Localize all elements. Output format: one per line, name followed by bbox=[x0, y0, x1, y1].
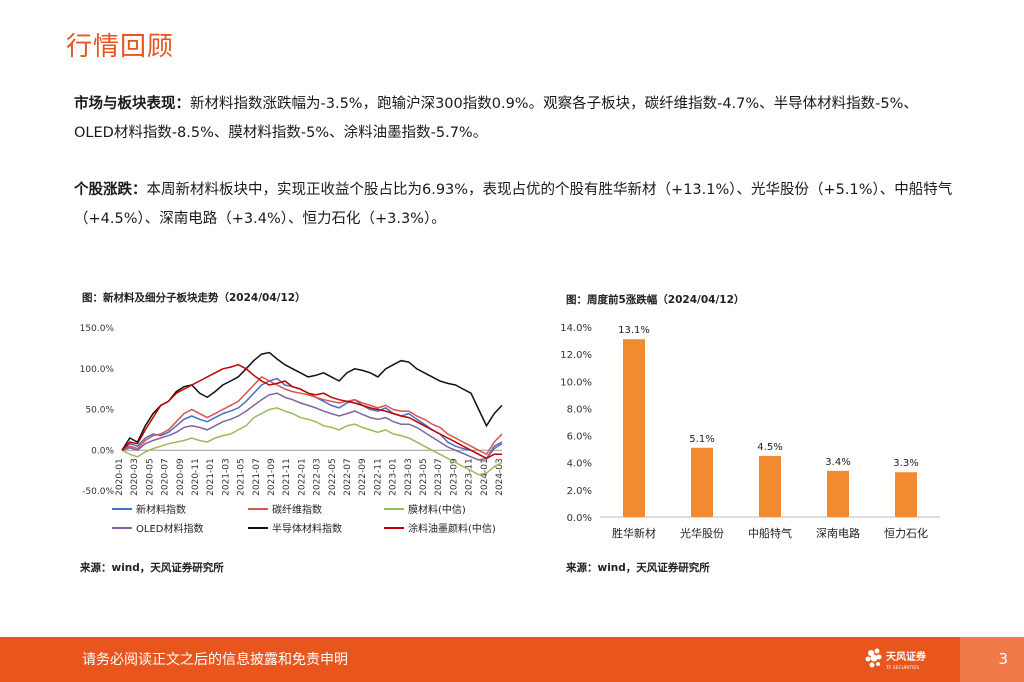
legend-label: 膜材料(中信) bbox=[408, 503, 466, 516]
x-tick-label: 2024-03 bbox=[495, 458, 505, 496]
bar-2 bbox=[759, 455, 781, 517]
x-tick-label: 2022-03 bbox=[313, 458, 323, 496]
category-label: 深南电路 bbox=[816, 527, 860, 540]
y-tick-label: 12.0% bbox=[560, 350, 592, 361]
x-tick-label: 2020-03 bbox=[130, 458, 140, 496]
market-text: 新材料指数涨跌幅为-3.5%，跑输沪深300指数0.9%。观察各子板块，碳纤维指… bbox=[74, 96, 918, 141]
legend-label: 新材料指数 bbox=[136, 503, 186, 516]
x-tick-label: 2023-01 bbox=[389, 458, 399, 496]
x-tick-label: 2022-09 bbox=[358, 458, 368, 496]
category-label: 胜华新材 bbox=[612, 526, 656, 540]
x-tick-label: 2021-09 bbox=[267, 458, 277, 496]
series-line-3 bbox=[121, 392, 503, 461]
x-tick-label: 2020-01 bbox=[115, 458, 125, 496]
y-tick-label: 50.0% bbox=[85, 406, 114, 416]
x-tick-label: 2023-07 bbox=[434, 458, 444, 496]
logo-subtext: TF SECURITIES bbox=[885, 665, 919, 671]
bar-value-label: 3.4% bbox=[825, 457, 850, 468]
x-tick-label: 2020-05 bbox=[145, 458, 155, 496]
bar-0 bbox=[623, 339, 645, 517]
y-tick-label: -50.0% bbox=[82, 487, 114, 497]
category-label: 中船特气 bbox=[748, 526, 792, 540]
x-tick-label: 2020-11 bbox=[191, 458, 201, 496]
y-tick-label: 2.0% bbox=[567, 486, 592, 497]
x-tick-label: 2021-01 bbox=[206, 458, 216, 496]
bar-3 bbox=[827, 470, 849, 517]
y-tick-label: 14.0% bbox=[560, 323, 592, 334]
x-tick-label: 2023-03 bbox=[404, 458, 414, 496]
market-paragraph: 市场与板块表现：新材料指数涨跌幅为-3.5%，跑输沪深300指数0.9%。观察各… bbox=[74, 90, 954, 148]
legend-label: 涂料油墨颜料(中信) bbox=[408, 522, 496, 535]
y-tick-label: 8.0% bbox=[567, 404, 592, 415]
x-tick-label: 2020-09 bbox=[176, 458, 186, 496]
line-chart-source: 来源：wind，天风证券研究所 bbox=[80, 562, 224, 574]
x-tick-label: 2024-01 bbox=[480, 458, 490, 496]
line-chart: 150.0% 100.0% 50.0% 0.0% -50.0% 2020-01 2020-0… bbox=[80, 324, 505, 535]
logo-text: 天风证券 bbox=[886, 650, 927, 663]
legend-label: 碳纤维指数 bbox=[272, 503, 322, 516]
y-tick-label: 4.0% bbox=[567, 459, 592, 470]
y-tick-label: 0.0% bbox=[91, 446, 114, 456]
market-label: 市场与板块表现： bbox=[74, 96, 190, 112]
x-tick-label: 2023-05 bbox=[419, 458, 429, 496]
y-tick-label: 150.0% bbox=[80, 324, 115, 334]
stock-text: 本周新材料板块中，实现正收益个股占比为6.93%，表现占优的个股有胜华新材（+1… bbox=[74, 182, 953, 227]
series-line-2 bbox=[121, 407, 503, 476]
page-number: 3 bbox=[998, 650, 1008, 668]
footer-bar: 请务必阅读正文之后的信息披露和免责申明 天风证券 TF SECURITIES 3 bbox=[0, 637, 1024, 682]
x-tick-label: 2021-05 bbox=[237, 458, 247, 496]
page-number-box: 3 bbox=[960, 637, 1024, 682]
tf-logo-icon: 天风证券 TF SECURITIES bbox=[865, 648, 927, 671]
x-tick-label: 2020-07 bbox=[161, 458, 171, 496]
x-tick-label: 2023-11 bbox=[465, 458, 475, 496]
bar-1 bbox=[691, 447, 713, 517]
bar-value-label: 13.1% bbox=[618, 325, 650, 336]
legend-label: 半导体材料指数 bbox=[272, 522, 342, 535]
x-tick-label: 2021-07 bbox=[252, 458, 262, 496]
bar-value-label: 5.1% bbox=[689, 434, 714, 445]
page-title: 行情回顾 bbox=[66, 32, 175, 62]
stock-paragraph: 个股涨跌：本周新材料板块中，实现正收益个股占比为6.93%，表现占优的个股有胜华… bbox=[74, 176, 954, 234]
x-tick-label: 2021-11 bbox=[282, 458, 292, 496]
bar-chart-caption: 图：周度前5涨跌幅（2024/04/12） bbox=[566, 294, 745, 306]
y-tick-label: 100.0% bbox=[80, 365, 115, 375]
bar-value-label: 4.5% bbox=[757, 442, 782, 453]
stock-label: 个股涨跌： bbox=[74, 182, 147, 198]
y-tick-label: 10.0% bbox=[560, 377, 592, 388]
line-chart-caption: 图：新材料及细分子板块走势（2024/04/12） bbox=[82, 292, 306, 304]
x-tick-label: 2022-01 bbox=[297, 458, 307, 496]
x-tick-label: 2022-05 bbox=[328, 458, 338, 496]
y-tick-label: 6.0% bbox=[567, 432, 592, 443]
x-tick-label: 2021-03 bbox=[221, 458, 231, 496]
category-label: 光华股份 bbox=[680, 526, 724, 540]
bar-chart: 14.0% 12.0% 10.0% 8.0% 6.0% 4.0% 2.0% 0.0% 13.1%… bbox=[560, 323, 940, 540]
series-line-5 bbox=[121, 363, 502, 460]
y-tick-label: 0.0% bbox=[567, 513, 592, 524]
legend-label: OLED材料指数 bbox=[136, 522, 203, 535]
bar-value-label: 3.3% bbox=[893, 458, 918, 469]
series-line-1 bbox=[121, 375, 503, 456]
x-tick-label: 2022-11 bbox=[373, 458, 383, 496]
x-tick-label: 2023-09 bbox=[449, 458, 459, 496]
series-line-4 bbox=[121, 351, 503, 451]
category-label: 恒力石化 bbox=[884, 526, 928, 540]
bar-4 bbox=[895, 472, 917, 517]
x-tick-label: 2022-07 bbox=[343, 458, 353, 496]
footer-disclaimer: 请务必阅读正文之后的信息披露和免责申明 bbox=[82, 652, 348, 668]
bar-chart-source: 来源：wind，天风证券研究所 bbox=[566, 562, 710, 574]
